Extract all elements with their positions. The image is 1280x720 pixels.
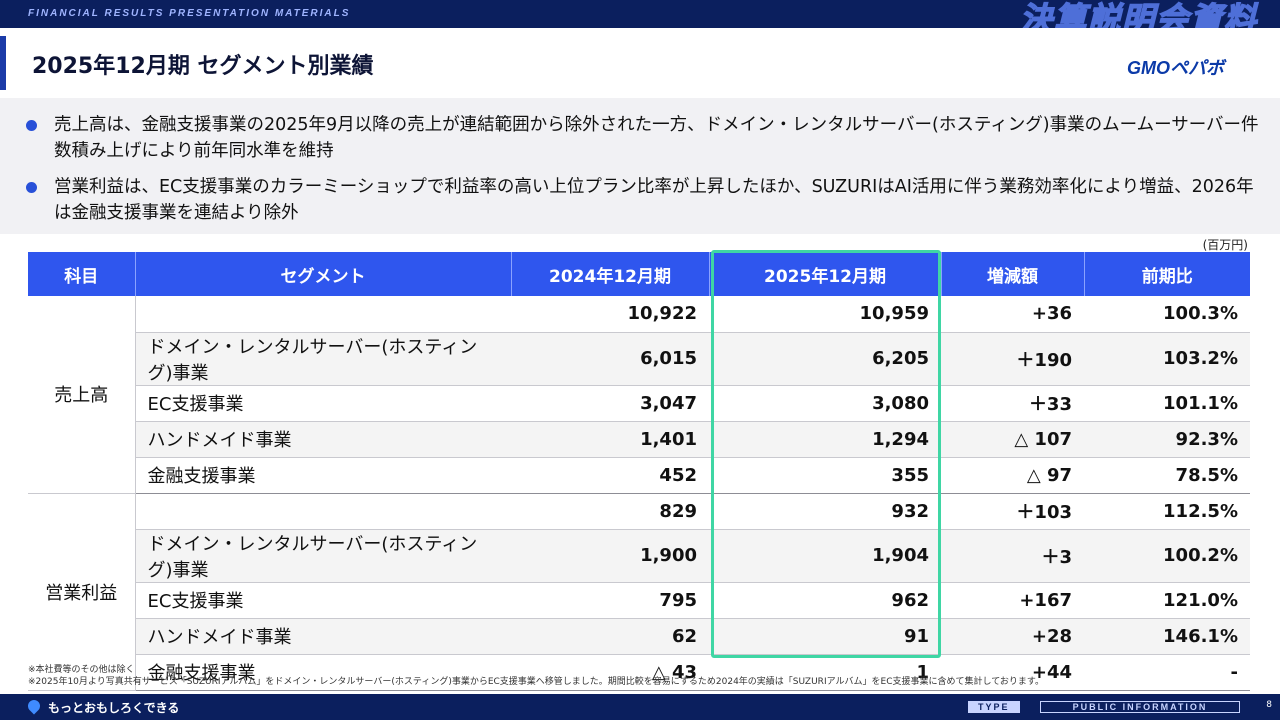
summary-bullet: 営業利益は、EC支援事業のカラーミーショップで利益率の高い上位プラン比率が上昇し… (24, 174, 1264, 226)
page-number: 8 (1266, 700, 1272, 710)
fy2024-value: 795 (511, 582, 709, 619)
change-value: +28 (941, 618, 1084, 655)
ratio-value: 100.3% (1084, 296, 1250, 333)
slogan: もっとおもしろくできる (48, 701, 180, 715)
segment-name: ハンドメイド事業 (135, 618, 511, 655)
change-value: △ 107 (941, 421, 1084, 458)
footnote: ※本社費等のその他は除く (28, 665, 135, 675)
header-fy2024: 2024年12月期 (511, 252, 710, 296)
location-pin-icon (25, 697, 43, 715)
segment-name: 金融支援事業 (135, 457, 511, 494)
change-value: ＋103 (941, 493, 1084, 530)
segment-name: 金融支援事業 (135, 654, 511, 691)
summary-panel (0, 98, 1280, 234)
fy2025-value: 1,904 (709, 529, 941, 583)
table-row: EC支援事業 795 962 +167 121.0% (28, 582, 1250, 619)
fy2025-value: 1,294 (709, 421, 941, 458)
header-ratio: 前期比 (1084, 252, 1250, 296)
page-title: 2025年12月期 セグメント別業績 (32, 54, 374, 79)
change-value: +36 (941, 296, 1084, 333)
change-value: ＋3 (941, 529, 1084, 583)
category-label: 売上高 (28, 296, 136, 494)
fy2025-value: 6,205 (709, 332, 941, 386)
type-label: TYPE (968, 701, 1020, 713)
table-row: EC支援事業 3,047 3,080 ＋33 101.1% (28, 385, 1250, 422)
table-row: 金融支援事業 452 355 △ 97 78.5% (28, 457, 1250, 494)
summary-text: 営業利益は、EC支援事業のカラーミーショップで利益率の高い上位プラン比率が上昇し… (54, 177, 1254, 223)
fy2024-value: 829 (511, 493, 709, 530)
table-row: ハンドメイド事業 62 91 +28 146.1% (28, 618, 1250, 655)
category-label: 営業利益 (28, 493, 136, 691)
table-row: 営業利益 829 932 ＋103 112.5% (28, 493, 1250, 691)
summary-bullet: 売上高は、金融支援事業の2025年9月以降の売上が連結範囲から除外された一方、ド… (24, 112, 1264, 164)
table-row: ドメイン・レンタルサーバー(ホスティング)事業 6,015 6,205 ＋190… (28, 332, 1250, 386)
change-value: ＋190 (941, 332, 1084, 386)
bottom-banner: もっとおもしろくできる TYPE PUBLIC INFORMATION (0, 694, 1280, 720)
fy2025-value: 10,959 (709, 296, 941, 333)
ratio-value: 146.1% (1084, 618, 1250, 655)
segment-name: ドメイン・レンタルサーバー(ホスティング)事業 (135, 332, 511, 386)
change-value: ＋33 (941, 385, 1084, 422)
ratio-value: - (1084, 654, 1250, 691)
change-value: △ 97 (941, 457, 1084, 494)
header-segment: セグメント (135, 252, 512, 296)
ratio-value: 112.5% (1084, 493, 1250, 530)
segment-name: ドメイン・レンタルサーバー(ホスティング)事業 (135, 529, 511, 583)
fy2024-value: △ 43 (511, 654, 709, 691)
header-item: 科目 (28, 252, 136, 296)
table-header-row: 科目 セグメント 2024年12月期 2025年12月期 増減額 前期比 (28, 252, 1250, 296)
bullet-dot-icon (26, 120, 37, 131)
classification-label: PUBLIC INFORMATION (1040, 701, 1240, 713)
segment-results-table: 科目 セグメント 2024年12月期 2025年12月期 増減額 前期比 売上高… (28, 252, 1250, 691)
unit-label: (百万円) (1202, 238, 1248, 252)
segment-name (135, 296, 511, 333)
fy2025-value: 355 (709, 457, 941, 494)
fy2024-value: 62 (511, 618, 709, 655)
fy2025-value: 962 (709, 582, 941, 619)
fy2024-value: 1,900 (511, 529, 709, 583)
title-accent (0, 36, 6, 90)
fy2024-value: 10,922 (511, 296, 709, 333)
ratio-value: 121.0% (1084, 582, 1250, 619)
header-fy2025: 2025年12月期 (709, 252, 942, 296)
fy2024-value: 3,047 (511, 385, 709, 422)
footnote: ※2025年10月より写真共有サービス「SUZURIアルバム」をドメイン・レンタ… (28, 677, 1045, 687)
fy2025-value: 91 (709, 618, 941, 655)
change-value: +167 (941, 582, 1084, 619)
segment-name: EC支援事業 (135, 385, 511, 422)
segment-name: EC支援事業 (135, 582, 511, 619)
header-change: 増減額 (941, 252, 1085, 296)
table-row: ハンドメイド事業 1,401 1,294 △ 107 92.3% (28, 421, 1250, 458)
segment-name: ハンドメイド事業 (135, 421, 511, 458)
fy2025-value: 3,080 (709, 385, 941, 422)
ratio-value: 100.2% (1084, 529, 1250, 583)
title-bar: 2025年12月期 セグメント別業績 GMOペパボ (0, 28, 1280, 98)
fy2024-value: 1,401 (511, 421, 709, 458)
ratio-value: 92.3% (1084, 421, 1250, 458)
fy2024-value: 6,015 (511, 332, 709, 386)
ratio-value: 101.1% (1084, 385, 1250, 422)
table-row: 売上高 10,922 10,959 +36 100.3% (28, 296, 1250, 494)
ratio-value: 78.5% (1084, 457, 1250, 494)
bullet-dot-icon (26, 182, 37, 193)
table-row: ドメイン・レンタルサーバー(ホスティング)事業 1,900 1,904 ＋3 1… (28, 529, 1250, 583)
top-banner: FINANCIAL RESULTS PRESENTATION MATERIALS… (0, 0, 1280, 39)
footnotes: ※本社費等のその他は除く ※2025年10月より写真共有サービス「SUZURIア… (28, 664, 1044, 688)
table-row: 金融支援事業 △ 43 1 +44 - (28, 654, 1250, 691)
segment-name (135, 493, 511, 530)
fy2025-value: 932 (709, 493, 941, 530)
fy2024-value: 452 (511, 457, 709, 494)
summary-text: 売上高は、金融支援事業の2025年9月以降の売上が連結範囲から除外された一方、ド… (54, 115, 1259, 161)
ratio-value: 103.2% (1084, 332, 1250, 386)
tagline: FINANCIAL RESULTS PRESENTATION MATERIALS (28, 8, 351, 19)
change-value: +44 (941, 654, 1084, 691)
fy2025-value: 1 (709, 654, 941, 691)
company-logo: GMOペパボ (1127, 58, 1224, 78)
